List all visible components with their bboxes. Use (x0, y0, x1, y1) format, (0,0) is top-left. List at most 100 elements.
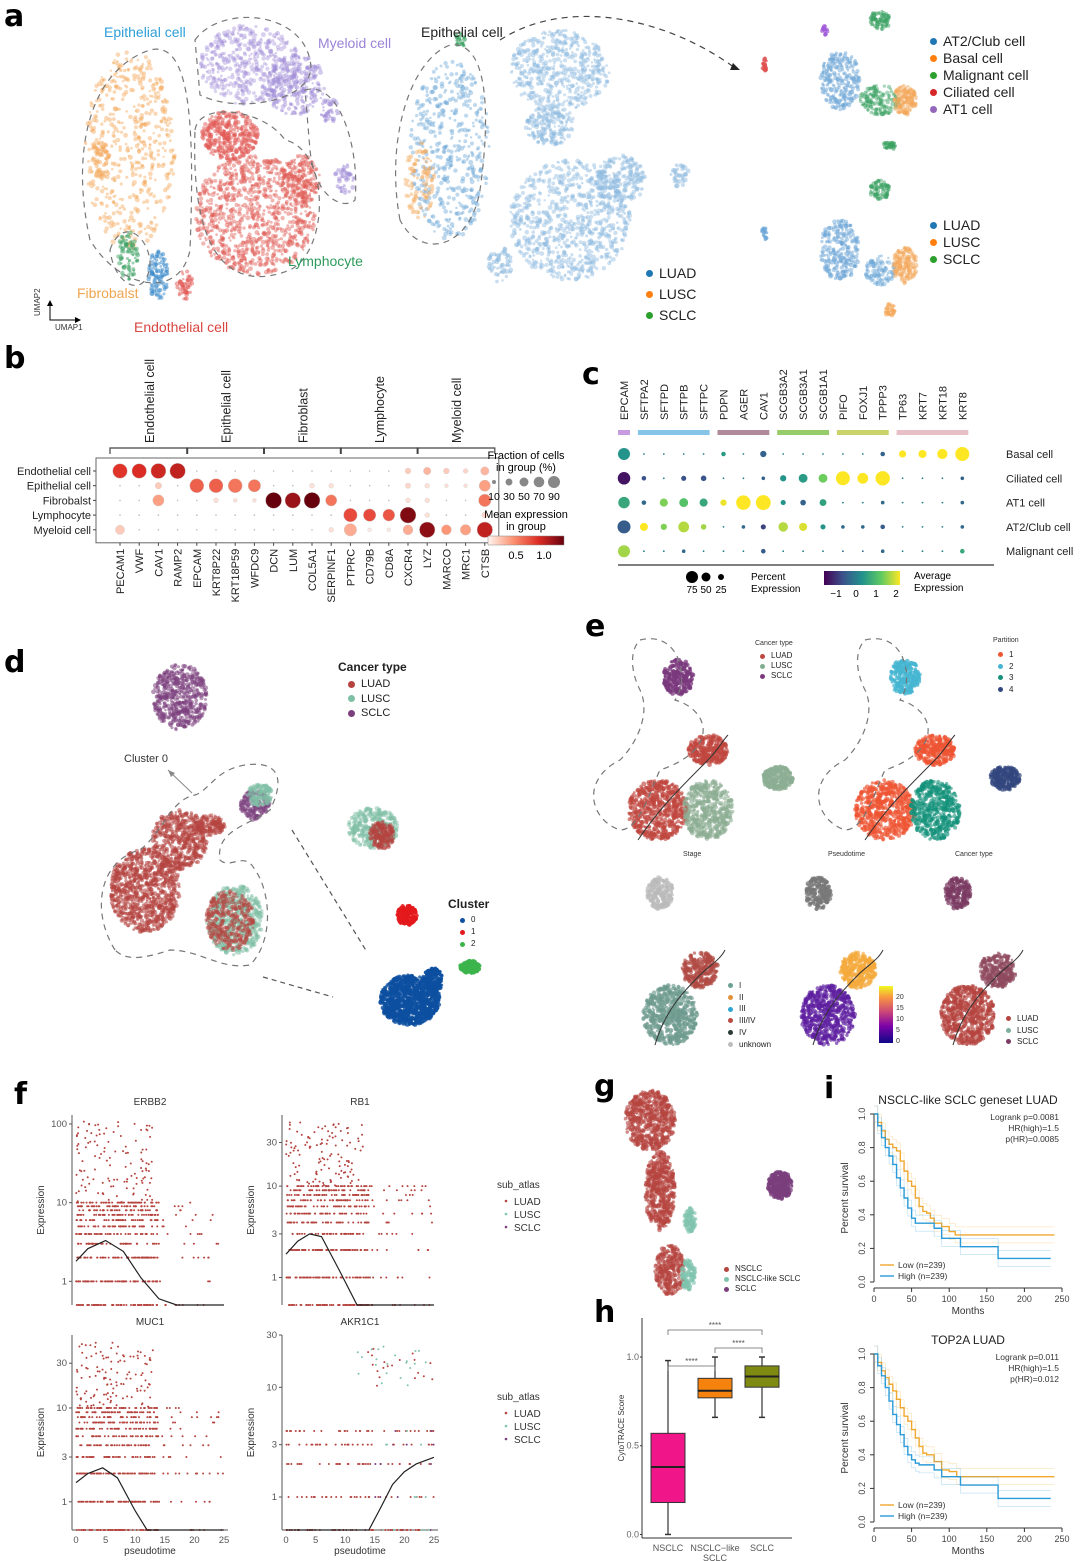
category-label: SCLC (703, 1553, 728, 1561)
point (121, 1421, 124, 1424)
point (361, 1133, 364, 1136)
point (136, 1304, 139, 1306)
point (149, 1427, 152, 1430)
point (302, 1248, 305, 1251)
dot-malignant-cell-ager (742, 550, 745, 553)
y-tick: 1.0 (857, 1348, 867, 1361)
dot-basal-cell-sftpc (702, 453, 705, 455)
point (115, 1435, 118, 1438)
dot-myeloid-cell-serpinf1 (328, 527, 334, 533)
legend-dot (504, 1437, 508, 1441)
arrow-head-icon (75, 317, 81, 323)
point (94, 1435, 97, 1438)
point (156, 1435, 159, 1438)
point (94, 1124, 97, 1127)
point (77, 1427, 80, 1430)
cluster-luad (595, 153, 647, 208)
point (115, 1219, 118, 1222)
point (417, 1429, 420, 1432)
point (93, 1219, 96, 1222)
point (387, 1529, 390, 1531)
point (394, 1429, 397, 1432)
ci-lower (874, 1361, 1051, 1507)
point (93, 1406, 96, 1409)
point (370, 1443, 373, 1446)
point (156, 1256, 159, 1259)
point (337, 1304, 340, 1306)
x-tick: 5 (103, 1535, 108, 1546)
point (97, 1225, 100, 1228)
point (92, 1472, 95, 1475)
point (360, 1356, 363, 1359)
dot-lymphocyte-cd8a (382, 508, 395, 522)
point (300, 1205, 303, 1208)
point (291, 1304, 294, 1306)
point (102, 1403, 105, 1406)
point (155, 1209, 158, 1212)
point (335, 1248, 338, 1251)
point (184, 1225, 187, 1228)
point (127, 1213, 130, 1216)
dot-endothelial-cell-ptprc (349, 470, 352, 472)
point (97, 1435, 100, 1438)
legend-dot (930, 89, 937, 96)
point (145, 1162, 148, 1165)
point (101, 1354, 104, 1357)
point (144, 1362, 147, 1365)
y-tick: 0.6 (857, 1415, 867, 1428)
point (298, 1153, 301, 1156)
point (84, 1137, 87, 1140)
point (298, 1212, 301, 1215)
umap-island-right (988, 765, 1022, 792)
x-axis-label: Months (952, 1306, 985, 1317)
outline-e2 (818, 638, 929, 831)
ci-upper (874, 1345, 1051, 1491)
dot-endothelial-cell-mrc1 (463, 468, 469, 474)
point (409, 1495, 412, 1498)
point (318, 1276, 321, 1279)
point (353, 1205, 356, 1208)
colorbar-tick: 0 (896, 1038, 900, 1045)
point (147, 1169, 150, 1172)
point (343, 1185, 346, 1188)
point (122, 1383, 125, 1386)
point (325, 1276, 328, 1279)
point (79, 1406, 82, 1409)
point (365, 1193, 368, 1196)
point (103, 1416, 106, 1419)
gene-label: EPCAM (192, 549, 204, 588)
gene-label: CAV1 (153, 549, 165, 577)
panel-label-f: f (14, 1080, 27, 1110)
legend-d-cluster-title: Cluster (448, 897, 489, 911)
group-bracket (109, 447, 189, 454)
point (321, 1157, 324, 1160)
x-tick: 25 (429, 1535, 440, 1546)
point (133, 1416, 136, 1419)
point (134, 1435, 137, 1438)
dot-at1-cell-tppp3 (880, 500, 885, 505)
point (365, 1276, 368, 1279)
point (148, 1383, 151, 1386)
legend-title: sub_atlas (497, 1392, 540, 1403)
point (100, 1152, 103, 1155)
point (169, 1427, 172, 1430)
point (119, 1232, 122, 1235)
point (346, 1304, 349, 1306)
point (337, 1205, 340, 1208)
point (129, 1427, 132, 1430)
point (94, 1345, 97, 1348)
dot-at2-club-cell-pdpn (722, 526, 725, 528)
point (292, 1221, 295, 1224)
point (110, 1367, 113, 1370)
point (356, 1248, 359, 1251)
legend-dot (760, 673, 765, 679)
legend-item: SCLC (760, 671, 792, 681)
point (137, 1209, 140, 1212)
point (96, 1370, 99, 1373)
point (122, 1355, 125, 1358)
dot-epithelial-cell-ramp2 (176, 484, 179, 487)
point (104, 1304, 107, 1306)
legend-d-cluster: 0 1 2 (460, 914, 475, 950)
point (334, 1135, 337, 1138)
point (331, 1136, 334, 1139)
